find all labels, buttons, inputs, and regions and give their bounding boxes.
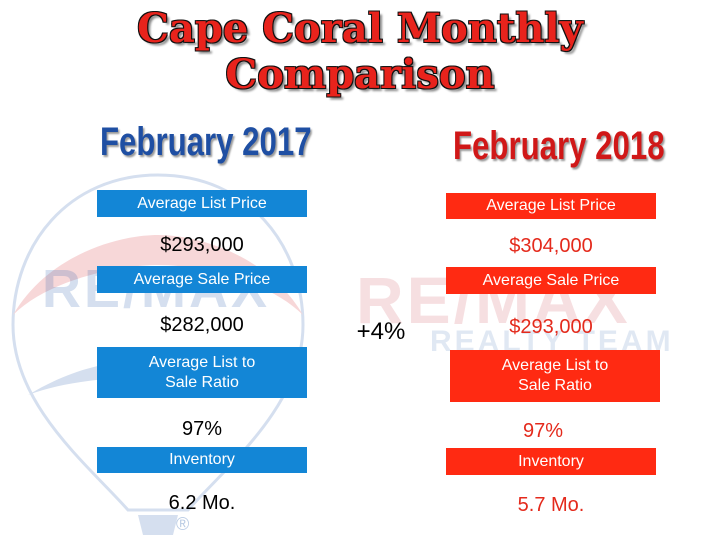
label-2018-average-sale-price: Average Sale Price (446, 267, 656, 294)
value-2017-average-list-price: $293,000 (160, 234, 244, 256)
label-2018-average-list-price: Average List Price (446, 193, 656, 219)
change-percentage: +4% (356, 318, 406, 345)
label-2017-average-list-price: Average List Price (97, 190, 307, 217)
value-2017-average-sale-price: $282,000 (160, 314, 244, 336)
registered-mark: ® (176, 514, 190, 534)
value-2018-inventory: 5.7 Mo. (517, 494, 585, 516)
heading-february-2018: February 2018 (453, 124, 665, 168)
heading-february-2017: February 2017 (100, 120, 312, 164)
value-2018-list-to-sale-ratio: 97% (522, 420, 564, 442)
title-line-2: Comparison (225, 51, 495, 98)
label-2017-inventory: Inventory (97, 447, 307, 473)
label-2017-list-to-sale-ratio: Average List to Sale Ratio (97, 347, 307, 398)
value-2017-list-to-sale-ratio: 97% (181, 418, 223, 440)
value-2017-inventory: 6.2 Mo. (168, 492, 236, 514)
label-2018-list-to-sale-ratio: Average List to Sale Ratio (450, 350, 660, 402)
page-title: Cape Coral Monthly Comparison (0, 6, 720, 98)
label-2017-average-sale-price: Average Sale Price (97, 266, 307, 293)
label-2018-inventory: Inventory (446, 448, 656, 475)
title-line-1: Cape Coral Monthly (137, 5, 583, 52)
value-2018-average-sale-price: $293,000 (509, 316, 593, 338)
value-2018-average-list-price: $304,000 (509, 235, 593, 257)
